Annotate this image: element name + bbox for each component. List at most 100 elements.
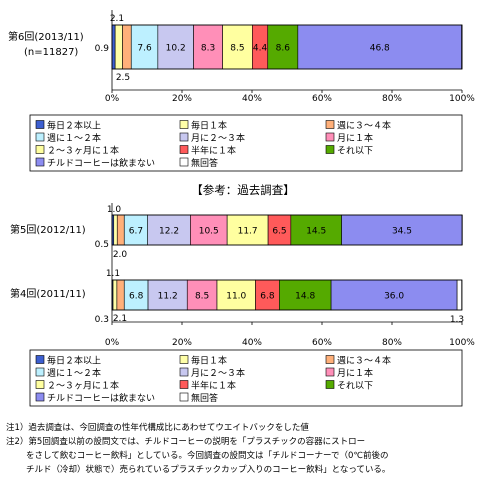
x-tick-label-0-3: 60% [312, 94, 332, 104]
x-tick-label-1-0: 0% [105, 338, 120, 348]
bar-segment-1-0-4 [147, 214, 191, 246]
legend-label-1-8: それ以下 [337, 380, 373, 391]
bar-name-0-0: 第6回(2013/11) [8, 30, 84, 43]
legend-swatch-1-6 [35, 380, 45, 389]
bar-name-1-1: 第4回(2011/11) [10, 287, 86, 300]
legend-swatch-1-2 [325, 355, 335, 364]
legend-swatch-0-0 [35, 120, 45, 129]
data-label-0-0-0: 0.9 [95, 44, 110, 54]
note-1: 注2）第5回調査以前の設問文では、チルドコーヒーの説明を「プラスチックの容器にス… [6, 436, 365, 447]
x-tick-label-0-1: 20% [172, 94, 192, 104]
data-label-1-1-5: 8.5 [195, 292, 209, 302]
legend-swatch-0-6 [35, 145, 45, 154]
data-label-1-0-1: 1.0 [107, 205, 122, 215]
bar-segment-0-0-2 [122, 24, 132, 70]
data-label-1-0-6: 11.7 [238, 227, 258, 237]
data-label-0-0-6: 8.5 [230, 44, 244, 54]
data-label-1-1-0: 0.3 [95, 315, 109, 325]
bar-segment-1-1-2 [116, 279, 125, 311]
legend-swatch-1-7 [179, 380, 189, 389]
data-label-1-0-8: 14.5 [306, 227, 326, 237]
legend-label-0-7: 半年に１本 [191, 144, 236, 156]
legend-label-0-0: 毎日２本以上 [47, 119, 101, 131]
data-label-0-0-1: 2.1 [110, 14, 124, 24]
data-label-1-1-4: 11.2 [158, 292, 178, 302]
legend-swatch-0-1 [179, 120, 189, 129]
legend-box-1 [29, 349, 463, 407]
bar-segment-1-1-10 [456, 279, 462, 311]
legend-label-1-0: 毎日２本以上 [47, 354, 101, 366]
data-label-1-0-5: 10.5 [199, 227, 219, 237]
bar-outline-1-1 [111, 279, 463, 311]
legend-label-0-1: 毎日１本 [191, 119, 227, 131]
data-label-1-0-4: 12.2 [159, 227, 179, 237]
bar-sub-0-0: (n=11827) [24, 47, 78, 58]
legend-swatch-0-3 [35, 132, 45, 142]
bar-name-1-0: 第5回(2012/11) [10, 223, 86, 236]
legend-swatch-0-5 [325, 132, 335, 142]
legend-label-1-3: 週に１～２本 [47, 367, 101, 379]
note-0: 注1）過去調査は、今回調査の性年代構成比にあわせてウエイトバックをした値 [6, 422, 309, 433]
data-label-1-1-9: 36.0 [384, 292, 404, 302]
x-tick-label-0-0: 0% [105, 94, 120, 104]
legend-label-0-8: それ以下 [337, 145, 373, 156]
x-tick-label-1-5: 100% [449, 338, 475, 348]
legend-swatch-1-5 [325, 367, 335, 377]
data-label-1-0-0: 0.5 [95, 240, 109, 250]
legend-label-1-7: 半年に１本 [191, 379, 236, 391]
x-tick-label-1-2: 40% [242, 338, 262, 348]
legend-swatch-0-7 [179, 145, 189, 154]
legend-swatch-0-10 [179, 157, 189, 167]
data-label-0-0-7: 4.4 [253, 44, 268, 54]
bar-segment-0-0-1 [114, 24, 123, 70]
legend-label-1-9: チルドコーヒーは飲まない [47, 392, 155, 404]
data-label-1-0-7: 6.5 [272, 227, 286, 237]
x-tick-label-0-5: 100% [449, 94, 475, 104]
note-2: をさして飲むコーヒー飲料」としている。今回調査の設問文は「チルドコーナーで（0℃… [26, 450, 388, 461]
data-label-1-1-8: 14.8 [295, 292, 315, 302]
legend-swatch-0-2 [325, 120, 335, 129]
bar-segment-0-0-0 [111, 24, 116, 70]
legend-label-0-5: 月に１本 [337, 132, 373, 144]
x-tick-label-1-1: 20% [172, 338, 192, 348]
bar-segment-1-0-2 [116, 214, 125, 246]
legend-swatch-1-3 [35, 367, 45, 377]
data-label-1-1-6: 11.0 [226, 292, 246, 302]
legend-label-0-2: 週に３～４本 [337, 119, 391, 131]
legend-label-0-9: チルドコーヒーは飲まない [47, 157, 155, 169]
legend-swatch-0-4 [179, 132, 189, 142]
data-label-1-1-2: 2.1 [113, 314, 127, 324]
data-label-0-0-4: 10.2 [166, 44, 186, 54]
data-label-1-1-1: 1.1 [106, 269, 120, 279]
legend-box-0 [29, 114, 463, 172]
data-label-0-0-9: 46.8 [370, 44, 390, 54]
data-label-0-0-3: 7.6 [137, 44, 152, 54]
bar-segment-1-1-1 [112, 279, 118, 311]
legend-label-0-3: 週に１～２本 [47, 132, 101, 144]
bar-outline-0-0 [111, 24, 463, 70]
legend-label-1-5: 月に１本 [337, 367, 373, 379]
legend-label-0-10: 無回答 [191, 157, 218, 169]
legend-label-1-6: ２～３ヶ月に１本 [47, 379, 119, 391]
data-label-1-0-3: 6.7 [129, 227, 143, 237]
legend-swatch-1-10 [179, 392, 189, 402]
legend-label-0-6: ２～３ヶ月に１本 [47, 144, 119, 156]
data-label-1-1-10: 1.3 [450, 315, 464, 325]
bar-segment-0-0-9 [297, 24, 462, 70]
bar-segment-0-0-8 [267, 24, 299, 70]
bar-segment-1-0-5 [190, 214, 228, 246]
legend-swatch-1-0 [35, 355, 45, 364]
legend-label-1-10: 無回答 [191, 392, 218, 404]
legend-swatch-0-9 [35, 157, 45, 167]
data-label-0-0-2: 2.5 [116, 73, 130, 83]
note-3: チルド（冷却）状態で）売られているプラスチックカップ入りのコーヒー飲料」となって… [26, 464, 390, 475]
legend-swatch-0-8 [325, 145, 335, 154]
bar-segment-1-0-6 [226, 214, 269, 246]
legend-swatch-1-4 [179, 367, 189, 377]
legend-label-0-4: 月に２～３本 [191, 132, 245, 144]
bar-segment-0-0-4 [157, 24, 194, 70]
bar-segment-1-0-1 [113, 214, 118, 246]
data-label-0-0-5: 8.3 [201, 44, 215, 54]
